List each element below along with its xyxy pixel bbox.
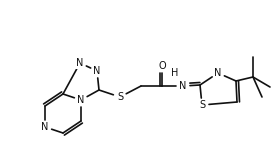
Text: N: N — [214, 68, 222, 78]
Text: N: N — [77, 95, 85, 105]
Text: N: N — [179, 81, 187, 91]
Text: N: N — [93, 66, 101, 76]
Text: S: S — [117, 92, 123, 102]
Text: N: N — [41, 122, 49, 132]
Text: H: H — [171, 68, 179, 78]
Text: S: S — [199, 100, 205, 110]
Text: N: N — [76, 58, 84, 68]
Text: O: O — [158, 61, 166, 71]
